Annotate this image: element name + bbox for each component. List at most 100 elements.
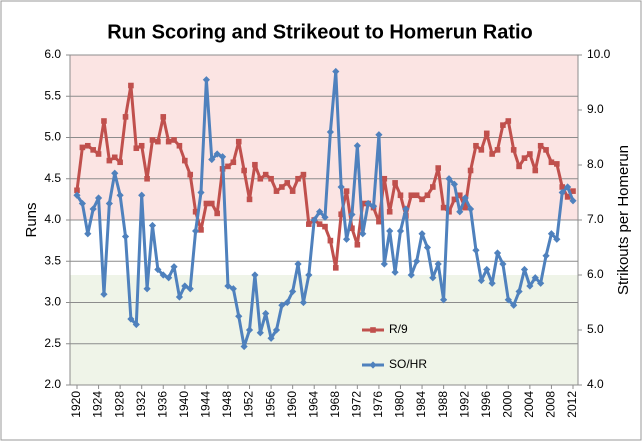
- point: [338, 211, 344, 218]
- point: [430, 184, 436, 190]
- x-tick-label: 1972: [350, 391, 364, 418]
- x-tick-label: 1976: [371, 391, 385, 418]
- point: [171, 137, 177, 143]
- x-tick-label: 1928: [112, 391, 126, 418]
- y-tick-label: 2.0: [44, 377, 61, 391]
- point: [73, 191, 81, 199]
- y2-tick-label: 5.0: [587, 322, 604, 336]
- x-tick-label: 1924: [91, 391, 105, 418]
- point: [450, 180, 458, 188]
- x-tick-label: 1952: [242, 391, 256, 418]
- point: [155, 138, 161, 145]
- point: [386, 208, 393, 215]
- point: [175, 293, 184, 301]
- point: [84, 230, 92, 238]
- point: [445, 175, 453, 183]
- point: [391, 268, 399, 276]
- point: [402, 205, 410, 213]
- point: [440, 204, 447, 211]
- point: [375, 131, 383, 139]
- x-tick-label: 1948: [220, 391, 234, 418]
- point: [456, 208, 464, 216]
- y-tick-label: 6.0: [44, 47, 61, 61]
- point: [553, 235, 561, 243]
- y2-tick-label: 9.0: [587, 102, 604, 116]
- point: [493, 249, 502, 257]
- point: [127, 315, 135, 323]
- point: [419, 196, 425, 203]
- point: [532, 167, 539, 174]
- point: [376, 218, 382, 225]
- point: [396, 227, 405, 235]
- point: [84, 142, 91, 149]
- point: [154, 265, 162, 274]
- point: [246, 196, 253, 203]
- point: [559, 184, 566, 190]
- point: [116, 191, 124, 199]
- point: [192, 208, 199, 215]
- point: [213, 150, 221, 158]
- point: [181, 282, 189, 290]
- point: [300, 171, 307, 178]
- point: [349, 225, 355, 232]
- point: [218, 153, 227, 161]
- point: [542, 252, 550, 260]
- chart-title: Run Scoring and Strikeout to Homerun Rat…: [107, 21, 533, 43]
- y2-axis-title: Strikouts per Homerun: [615, 145, 632, 295]
- legend-label: SO/HR: [389, 357, 427, 371]
- band: [70, 275, 578, 385]
- point: [165, 138, 172, 145]
- series: [73, 67, 577, 351]
- legend-marker: [369, 361, 377, 369]
- point: [144, 175, 150, 182]
- point: [337, 183, 345, 191]
- point: [434, 260, 442, 268]
- point: [477, 276, 485, 285]
- point: [105, 199, 113, 208]
- point: [369, 202, 378, 210]
- point: [364, 199, 372, 208]
- y-tick-label: 3.0: [44, 295, 61, 309]
- point: [381, 175, 388, 182]
- point: [558, 188, 566, 197]
- point: [316, 221, 323, 227]
- point: [407, 271, 415, 279]
- point: [203, 200, 210, 207]
- point: [305, 271, 313, 279]
- point: [186, 285, 194, 293]
- point: [488, 279, 496, 287]
- point: [245, 326, 254, 334]
- y2-tick-label: 8.0: [587, 157, 604, 171]
- point: [289, 287, 297, 296]
- point: [473, 142, 479, 149]
- point: [230, 159, 237, 166]
- y2-tick-label: 7.0: [587, 212, 604, 226]
- point: [413, 192, 420, 199]
- point: [418, 230, 426, 238]
- point: [202, 76, 210, 84]
- point: [208, 200, 215, 207]
- point: [235, 138, 242, 145]
- point: [435, 165, 442, 171]
- point: [160, 114, 167, 120]
- point: [278, 301, 286, 309]
- point: [483, 265, 491, 274]
- point: [326, 128, 334, 136]
- point: [424, 192, 431, 199]
- point: [499, 260, 507, 268]
- y-tick-label: 4.5: [44, 171, 61, 185]
- point: [515, 287, 523, 296]
- point: [289, 188, 296, 194]
- point: [283, 298, 291, 307]
- point: [198, 227, 204, 233]
- point: [165, 274, 173, 282]
- point: [516, 163, 522, 170]
- point: [494, 147, 501, 153]
- point: [257, 175, 264, 182]
- point: [79, 144, 86, 151]
- point: [252, 161, 258, 168]
- point: [386, 227, 394, 235]
- point: [322, 223, 328, 230]
